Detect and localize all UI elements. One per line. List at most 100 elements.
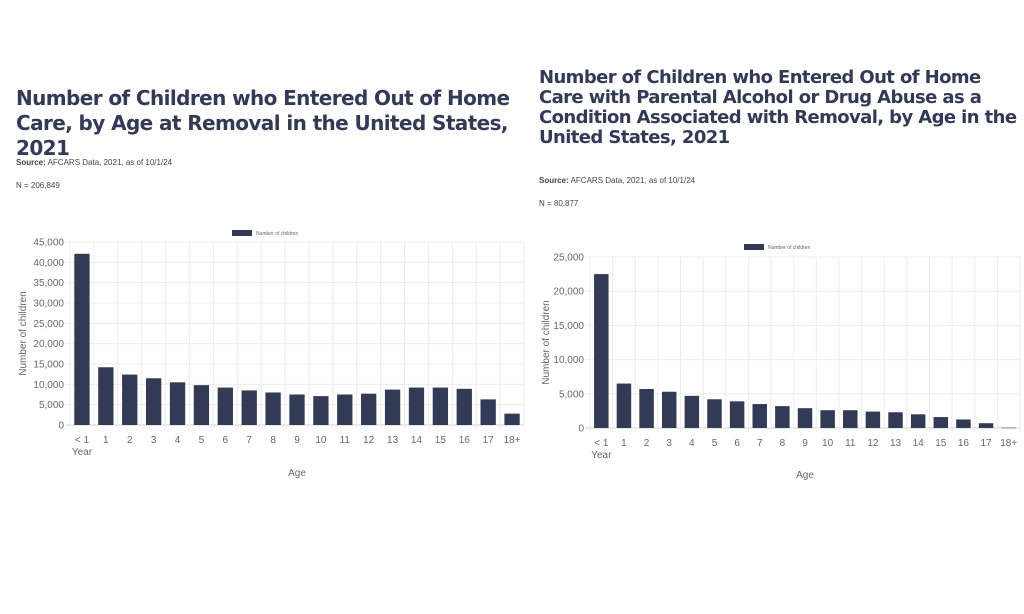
bar-8 — [775, 406, 790, 428]
source-label-left: Source: — [16, 158, 46, 167]
bar-15 — [933, 417, 949, 428]
bar-18+ — [504, 413, 520, 425]
x-tick-label: 1 — [621, 438, 627, 449]
y-axis-title: Number of children — [541, 300, 552, 384]
x-tick-label: 14 — [913, 438, 925, 449]
bar-10 — [313, 396, 329, 425]
x-tick-label: 18+ — [504, 435, 521, 446]
source-text-right: AFCARS Data, 2021, as of 10/1/24 — [568, 176, 696, 185]
bar-12 — [865, 411, 881, 428]
x-tick-label: 17 — [980, 438, 992, 449]
bar-1year — [74, 253, 90, 425]
bar-18+ — [1001, 427, 1016, 429]
x-tick-label: 3 — [666, 438, 672, 449]
legend-swatch — [232, 230, 252, 236]
x-tick-label: 13 — [890, 438, 902, 449]
bar-7 — [241, 390, 257, 425]
bar-6 — [217, 387, 233, 425]
x-tick-label: 8 — [270, 435, 276, 446]
bar-10 — [820, 410, 835, 428]
bar-11 — [337, 394, 353, 425]
y-tick-label: 15,000 — [553, 321, 584, 332]
bar-17 — [480, 399, 496, 425]
x-tick-label: 11 — [845, 438, 856, 449]
bar-1 — [616, 383, 632, 428]
legend-label: Number of children — [768, 245, 810, 251]
chart-title-right: Number of Children who Entered Out of Ho… — [539, 67, 1017, 148]
y-tick-label: 0 — [58, 421, 64, 432]
x-tick-label: 8 — [780, 438, 786, 449]
bar-13 — [384, 389, 401, 425]
x-tick-label: 16 — [459, 435, 471, 446]
bar-3 — [145, 378, 162, 425]
bar-1 — [98, 367, 114, 425]
bar-14 — [408, 387, 425, 425]
n-count-left: N = 206,849 — [16, 181, 60, 190]
bar-8 — [265, 392, 281, 425]
bar-12 — [361, 393, 377, 425]
source-right: Source: AFCARS Data, 2021, as of 10/1/24 — [539, 176, 695, 185]
bar-3 — [661, 391, 677, 428]
x-tick-label: < 1 Year — [591, 438, 612, 461]
x-tick-label: 16 — [958, 438, 970, 449]
bar-4 — [169, 382, 186, 425]
chart-title-left: Number of Children who Entered Out of Ho… — [16, 86, 510, 160]
bar-16 — [456, 388, 472, 425]
y-tick-label: 20,000 — [33, 339, 64, 350]
y-tick-label: 25,000 — [553, 253, 584, 264]
x-tick-label: 6 — [223, 435, 229, 446]
legend-swatch — [744, 244, 764, 250]
x-tick-label: 5 — [712, 438, 718, 449]
x-tick-label: 7 — [246, 435, 252, 446]
bar-1year — [594, 274, 609, 428]
y-tick-label: 15,000 — [33, 360, 64, 371]
x-tick-label: 4 — [175, 435, 181, 446]
x-axis-title: Age — [288, 468, 306, 479]
y-tick-label: 20,000 — [553, 287, 584, 298]
y-tick-label: 35,000 — [33, 278, 64, 289]
source-label-right: Source: — [539, 176, 569, 185]
x-tick-label: 15 — [435, 435, 447, 446]
x-axis-title: Age — [796, 470, 814, 481]
bar-7 — [752, 404, 767, 428]
y-tick-label: 40,000 — [33, 258, 64, 269]
source-text-left: AFCARS Data, 2021, as of 10/1/24 — [45, 158, 173, 167]
n-count-right: N = 80,877 — [539, 199, 579, 208]
x-tick-label: < 1 Year — [72, 435, 93, 458]
bar-2 — [639, 389, 654, 428]
x-tick-label: 7 — [757, 438, 763, 449]
x-tick-label: 15 — [935, 438, 947, 449]
y-tick-label: 45,000 — [33, 238, 64, 249]
bar-14 — [910, 414, 926, 428]
x-tick-label: 14 — [411, 435, 423, 446]
y-tick-label: 30,000 — [33, 299, 64, 310]
bar-5 — [707, 399, 722, 428]
x-tick-label: 11 — [340, 435, 351, 446]
bar-15 — [432, 387, 449, 425]
x-tick-label: 10 — [822, 438, 834, 449]
bar-17 — [978, 423, 994, 428]
bar-13 — [888, 412, 903, 428]
x-tick-label: 5 — [199, 435, 205, 446]
x-tick-label: 12 — [867, 438, 879, 449]
x-tick-label: 13 — [387, 435, 399, 446]
bar-4 — [684, 395, 700, 428]
bar-5 — [193, 385, 210, 425]
x-tick-label: 17 — [483, 435, 495, 446]
y-tick-label: 5,000 — [559, 389, 584, 400]
y-tick-label: 10,000 — [553, 355, 584, 366]
bar-11 — [843, 410, 858, 428]
bar-16 — [956, 419, 971, 428]
x-tick-label: 2 — [127, 435, 133, 446]
x-tick-label: 1 — [103, 435, 109, 446]
x-tick-label: 9 — [802, 438, 808, 449]
x-tick-label: 4 — [689, 438, 695, 449]
source-left: Source: AFCARS Data, 2021, as of 10/1/24 — [16, 158, 172, 167]
bar-9 — [797, 408, 813, 428]
x-tick-label: 10 — [315, 435, 327, 446]
bar-2 — [122, 374, 138, 425]
y-tick-label: 0 — [578, 424, 584, 435]
bar-6 — [729, 401, 745, 428]
